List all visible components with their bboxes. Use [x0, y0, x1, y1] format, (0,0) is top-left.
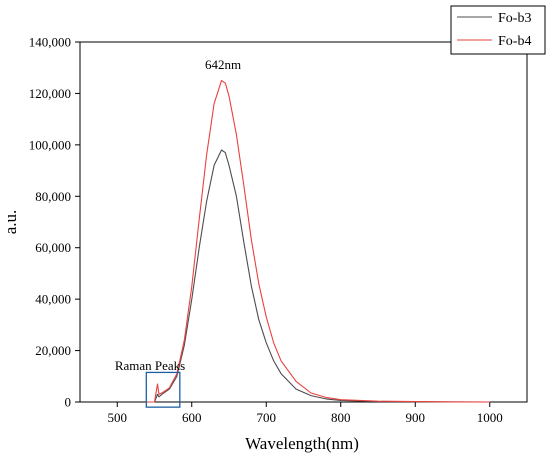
annotation-layer: 642nm Raman Peaks — [115, 57, 241, 373]
x-tick-label: 500 — [108, 410, 128, 425]
peak-annotation: 642nm — [205, 57, 241, 72]
legend-label-fo-b3: Fo-b3 — [498, 11, 531, 26]
series-layer — [145, 80, 490, 408]
legend-frame — [450, 5, 546, 55]
y-tick-label: 40,000 — [35, 292, 71, 307]
x-tick-label: 700 — [257, 410, 277, 425]
raman-highlight-box — [145, 371, 181, 408]
legend-label-fo-b4: Fo-b4 — [498, 34, 531, 49]
y-tick-label: 20,000 — [35, 343, 71, 358]
y-tick-label: 0 — [65, 395, 72, 410]
y-axis-title: a.u. — [1, 210, 20, 235]
y-tick-label: 80,000 — [35, 189, 71, 204]
y-tick-label: 100,000 — [29, 137, 71, 152]
legend: Fo-b3 Fo-b4 — [450, 5, 546, 55]
y-tick-label: 120,000 — [29, 86, 71, 101]
series-line-fo-b4 — [147, 80, 490, 403]
x-tick-label: 900 — [406, 410, 426, 425]
y-tick-label: 60,000 — [35, 240, 71, 255]
x-axis-title: Wavelength(nm) — [245, 434, 359, 453]
x-tick-label: 600 — [182, 410, 202, 425]
raman-annotation: Raman Peaks — [115, 358, 185, 373]
x-tick-label: 800 — [331, 410, 351, 425]
y-tick-label: 140,000 — [29, 35, 71, 50]
plot-frame — [79, 41, 528, 403]
series-line-fo-b3 — [147, 149, 490, 403]
x-tick-label: 1000 — [477, 410, 503, 425]
axes: 500 600 700 800 900 1000 0 20,000 40,000 60,000 80… — [29, 35, 528, 425]
